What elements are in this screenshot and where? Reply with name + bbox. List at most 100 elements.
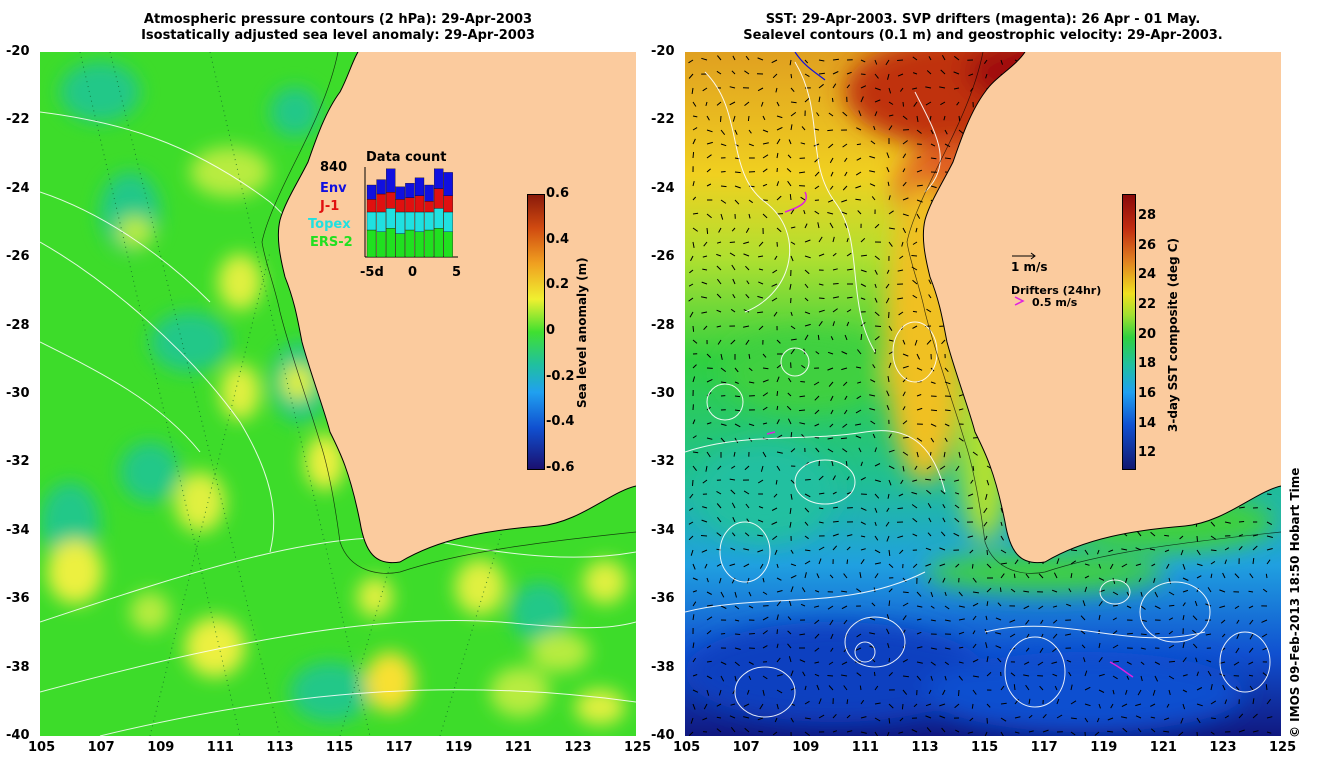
velocity-arrow bbox=[888, 703, 894, 709]
inset-bar-env bbox=[414, 177, 425, 196]
velocity-arrow bbox=[818, 83, 824, 89]
velocity-arrow bbox=[1234, 573, 1240, 579]
velocity-arrow bbox=[1112, 630, 1118, 635]
velocity-arrow bbox=[706, 604, 713, 607]
velocity-arrow bbox=[1042, 713, 1047, 719]
velocity-arrow bbox=[939, 715, 946, 719]
velocity-arrow bbox=[1261, 633, 1268, 638]
velocity-arrow bbox=[860, 73, 866, 75]
velocity-arrow bbox=[930, 647, 937, 650]
velocity-arrow bbox=[748, 591, 752, 597]
velocity-arrow bbox=[1098, 601, 1103, 607]
velocity-arrow bbox=[789, 600, 792, 607]
velocity-arrow bbox=[730, 703, 736, 706]
velocity-arrow bbox=[790, 448, 796, 453]
velocity-arrow bbox=[888, 549, 891, 556]
velocity-arrow bbox=[856, 395, 862, 400]
velocity-arrow bbox=[743, 309, 750, 313]
velocity-arrow bbox=[1112, 604, 1118, 607]
velocity-arrow bbox=[1219, 589, 1226, 593]
velocity-arrow bbox=[841, 211, 848, 215]
velocity-arrow bbox=[748, 367, 753, 372]
sst-colorbar-tick: 12 bbox=[1138, 445, 1157, 461]
velocity-arrow bbox=[732, 293, 736, 299]
velocity-arrow bbox=[983, 507, 988, 514]
velocity-arrow bbox=[716, 716, 722, 719]
velocity-arrow bbox=[1052, 673, 1058, 677]
inset-bar-topex bbox=[424, 211, 434, 231]
velocity-arrow bbox=[860, 476, 866, 481]
velocity-arrow bbox=[832, 506, 838, 509]
velocity-arrow bbox=[912, 563, 918, 568]
velocity-arrow bbox=[1234, 605, 1240, 610]
velocity-arrow bbox=[776, 339, 781, 344]
velocity-arrow bbox=[720, 367, 727, 372]
velocity-arrow bbox=[1126, 661, 1132, 665]
velocity-arrow bbox=[860, 297, 866, 300]
velocity-arrow bbox=[688, 73, 694, 79]
left-lon-tick: 105 bbox=[28, 740, 56, 755]
left-lat-tick: -34 bbox=[6, 522, 30, 538]
velocity-arrow bbox=[1000, 549, 1007, 554]
velocity-arrow bbox=[790, 73, 793, 79]
left-lon-tick: 121 bbox=[504, 740, 532, 755]
velocity-arrow bbox=[1205, 633, 1212, 636]
velocity-arrow bbox=[1000, 573, 1005, 579]
velocity-arrow bbox=[885, 521, 890, 527]
velocity-arrow bbox=[925, 563, 932, 567]
velocity-arrow bbox=[1210, 683, 1213, 691]
velocity-arrow bbox=[899, 717, 904, 722]
velocity-arrow bbox=[818, 521, 824, 524]
velocity-arrow bbox=[827, 129, 834, 132]
velocity-arrow bbox=[1023, 674, 1030, 677]
velocity-arrow bbox=[995, 632, 1002, 635]
velocity-arrow bbox=[902, 689, 908, 695]
velocity-arrow bbox=[901, 703, 904, 710]
velocity-arrow bbox=[1192, 629, 1198, 635]
velocity-arrow bbox=[888, 339, 894, 342]
velocity-arrow bbox=[831, 97, 834, 103]
velocity-arrow bbox=[734, 199, 740, 205]
velocity-arrow bbox=[1168, 604, 1175, 607]
velocity-arrow bbox=[1028, 714, 1033, 719]
velocity-arrow bbox=[1154, 605, 1161, 610]
inset-bar-ers2 bbox=[443, 231, 453, 258]
velocity-arrow bbox=[776, 419, 780, 425]
velocity-arrow bbox=[874, 463, 881, 467]
velocity-arrow bbox=[701, 57, 708, 61]
left-lat-tick: -38 bbox=[6, 659, 30, 675]
velocity-arrow bbox=[692, 563, 696, 570]
velocity-arrow bbox=[860, 59, 866, 63]
velocity-arrow bbox=[746, 518, 750, 523]
sla-colorbar bbox=[527, 194, 545, 470]
velocity-arrow bbox=[944, 129, 948, 135]
velocity-arrow bbox=[1070, 717, 1077, 720]
velocity-arrow bbox=[688, 535, 694, 541]
velocity-arrow bbox=[885, 59, 890, 66]
velocity-arrow bbox=[720, 661, 727, 665]
velocity-arrow bbox=[1112, 689, 1115, 695]
drifters-speed-label: 0.5 m/s bbox=[1032, 296, 1078, 309]
velocity-arrow bbox=[888, 588, 893, 593]
velocity-arrow bbox=[1039, 685, 1044, 691]
velocity-arrow bbox=[897, 269, 904, 272]
velocity-arrow bbox=[799, 659, 806, 663]
velocity-arrow bbox=[804, 283, 809, 289]
inset-bar-topex bbox=[405, 211, 415, 231]
velocity-arrow bbox=[986, 656, 989, 663]
velocity-arrow bbox=[734, 661, 740, 667]
velocity-arrow bbox=[758, 325, 764, 331]
velocity-arrow bbox=[743, 716, 750, 719]
velocity-arrow bbox=[776, 674, 783, 677]
right-lon-tick: 125 bbox=[1269, 740, 1297, 755]
velocity-arrow bbox=[916, 199, 923, 203]
velocity-arrow bbox=[1000, 702, 1007, 705]
velocity-arrow bbox=[1010, 672, 1016, 677]
velocity-arrow bbox=[888, 717, 891, 724]
sealevel-contours bbox=[685, 61, 1271, 718]
velocity-arrow bbox=[827, 605, 834, 610]
velocity-arrow bbox=[1266, 535, 1273, 538]
velocity-arrow bbox=[1196, 703, 1203, 707]
velocity-arrow bbox=[787, 643, 792, 649]
velocity-arrow bbox=[773, 493, 778, 498]
